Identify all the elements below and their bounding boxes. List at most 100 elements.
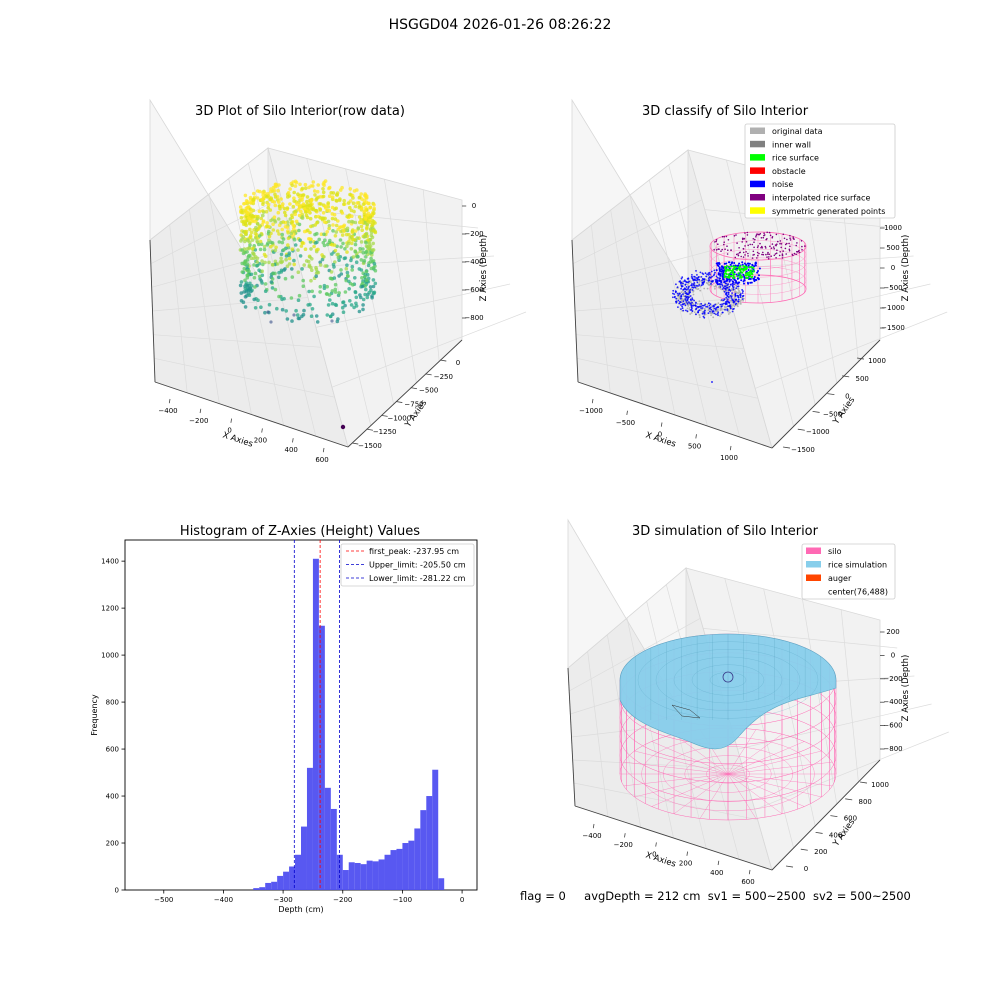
p1-data-point (312, 189, 317, 193)
p1-data-point (253, 271, 258, 276)
p2-noise-point (680, 277, 683, 280)
p2-original-point (701, 311, 704, 313)
p2-wall-grid (726, 159, 794, 427)
p2-noise-point (723, 280, 726, 283)
p2-legend-swatch (750, 207, 765, 214)
p2-noise-point (737, 300, 740, 303)
p2-noise-point (703, 316, 706, 319)
p2-original-point (711, 312, 714, 315)
p2-interp-point (755, 236, 757, 238)
p2-interp-point (781, 257, 784, 259)
p1-data-point (338, 238, 343, 242)
p2-noise-point (713, 307, 716, 310)
p2-noise-point (685, 286, 688, 288)
p2-noise-point (682, 300, 685, 303)
p2-noise-point (726, 294, 728, 297)
p2-noise-point (710, 270, 713, 273)
p1-data-point (352, 209, 356, 214)
p2-rice-surface-point (741, 271, 744, 274)
p1-data-point (267, 302, 272, 307)
p4-silo-floor-spoke (727, 761, 833, 775)
p2-noise-point (716, 280, 719, 282)
p4-legend-swatch (806, 547, 821, 554)
p2-noise-point (756, 271, 759, 274)
p1-data-point (364, 269, 369, 274)
p1-data-point (297, 228, 301, 233)
p2-interp-point (733, 235, 736, 237)
p1-data-point (266, 229, 271, 234)
p2-noise-point (702, 283, 704, 286)
p1-data-point (363, 234, 368, 239)
p2-interp-point (768, 256, 770, 258)
p2-interp-point (793, 238, 795, 240)
p1-data-point (277, 204, 282, 209)
p2-original-point (737, 287, 740, 290)
p1-data-point (323, 204, 327, 209)
p1-data-point (267, 234, 272, 239)
p2-interp-point (801, 249, 803, 251)
p2-interp-point (727, 239, 730, 241)
p1-data-point (361, 247, 365, 251)
p1-data-point (273, 192, 277, 197)
p2-interp-point (798, 251, 801, 254)
p2-wall-grid (841, 189, 859, 362)
p1-data-point (343, 247, 347, 251)
p1-data-point (364, 194, 369, 198)
p2-noise-point (695, 313, 697, 316)
p1-data-point (265, 221, 269, 225)
p1-data-point (240, 219, 244, 224)
p1-data-point (238, 205, 243, 209)
p4-y-tick-label: 600 (844, 815, 857, 823)
p2-noise-point (688, 292, 691, 294)
p1-x-tick (322, 447, 325, 453)
p1-data-point (261, 219, 266, 223)
p2-x-tick-label: 1000 (720, 454, 738, 462)
p2-interp-point (726, 253, 729, 255)
p1-data-point (350, 214, 354, 218)
p1-data-point (260, 259, 264, 263)
p2-noise-point (716, 306, 719, 309)
p2-interp-point (754, 238, 756, 241)
p2-noise-point (725, 296, 728, 299)
p2-noise-point (757, 270, 759, 272)
p2-interp-point (789, 237, 791, 239)
p1-x-tick-label: 200 (254, 436, 267, 444)
p1-data-point (351, 201, 356, 205)
p4-x-axis-line (567, 667, 576, 807)
p2-noise-point (724, 308, 726, 311)
p2-legend-label: rice surface (772, 154, 819, 163)
p2-interp-point (762, 236, 765, 239)
p1-data-point (322, 232, 326, 237)
p1-data-point (310, 289, 315, 294)
p1-data-point (275, 262, 280, 266)
p2-noise-point (743, 262, 746, 265)
p2-floor-grid (668, 164, 741, 438)
p4-legend-label: auger (828, 574, 852, 583)
p2-noise-point (672, 296, 674, 299)
p2-noise-point (691, 283, 693, 285)
p4-silo-floor-spoke (727, 773, 783, 814)
p1-data-point (330, 216, 335, 221)
p2-original-point (739, 302, 742, 305)
p2-noise-point (736, 294, 739, 297)
p2-noise-point (727, 261, 730, 264)
p2-noise-point (736, 277, 739, 280)
p2-rice-surface-point (736, 275, 739, 278)
p1-data-point (373, 281, 378, 286)
p2-interp-point (779, 240, 782, 242)
p1-data-point (332, 243, 337, 247)
p1-data-point (245, 262, 250, 266)
p2-interp-point (772, 246, 775, 248)
p1-data-point (250, 284, 254, 288)
p4-x-tick-label: 0 (652, 850, 656, 858)
p1-data-point (263, 282, 268, 286)
p2-noise-point (707, 272, 710, 275)
p2-interp-point (744, 232, 746, 234)
p1-data-point (270, 286, 275, 290)
p2-noise-point (684, 292, 687, 295)
p2-interp-point (715, 239, 718, 241)
p4-silo-floor-spoke (727, 750, 822, 775)
p1-data-point (286, 236, 291, 241)
p2-noise-point (717, 314, 719, 317)
p2-noise-point (680, 282, 682, 285)
